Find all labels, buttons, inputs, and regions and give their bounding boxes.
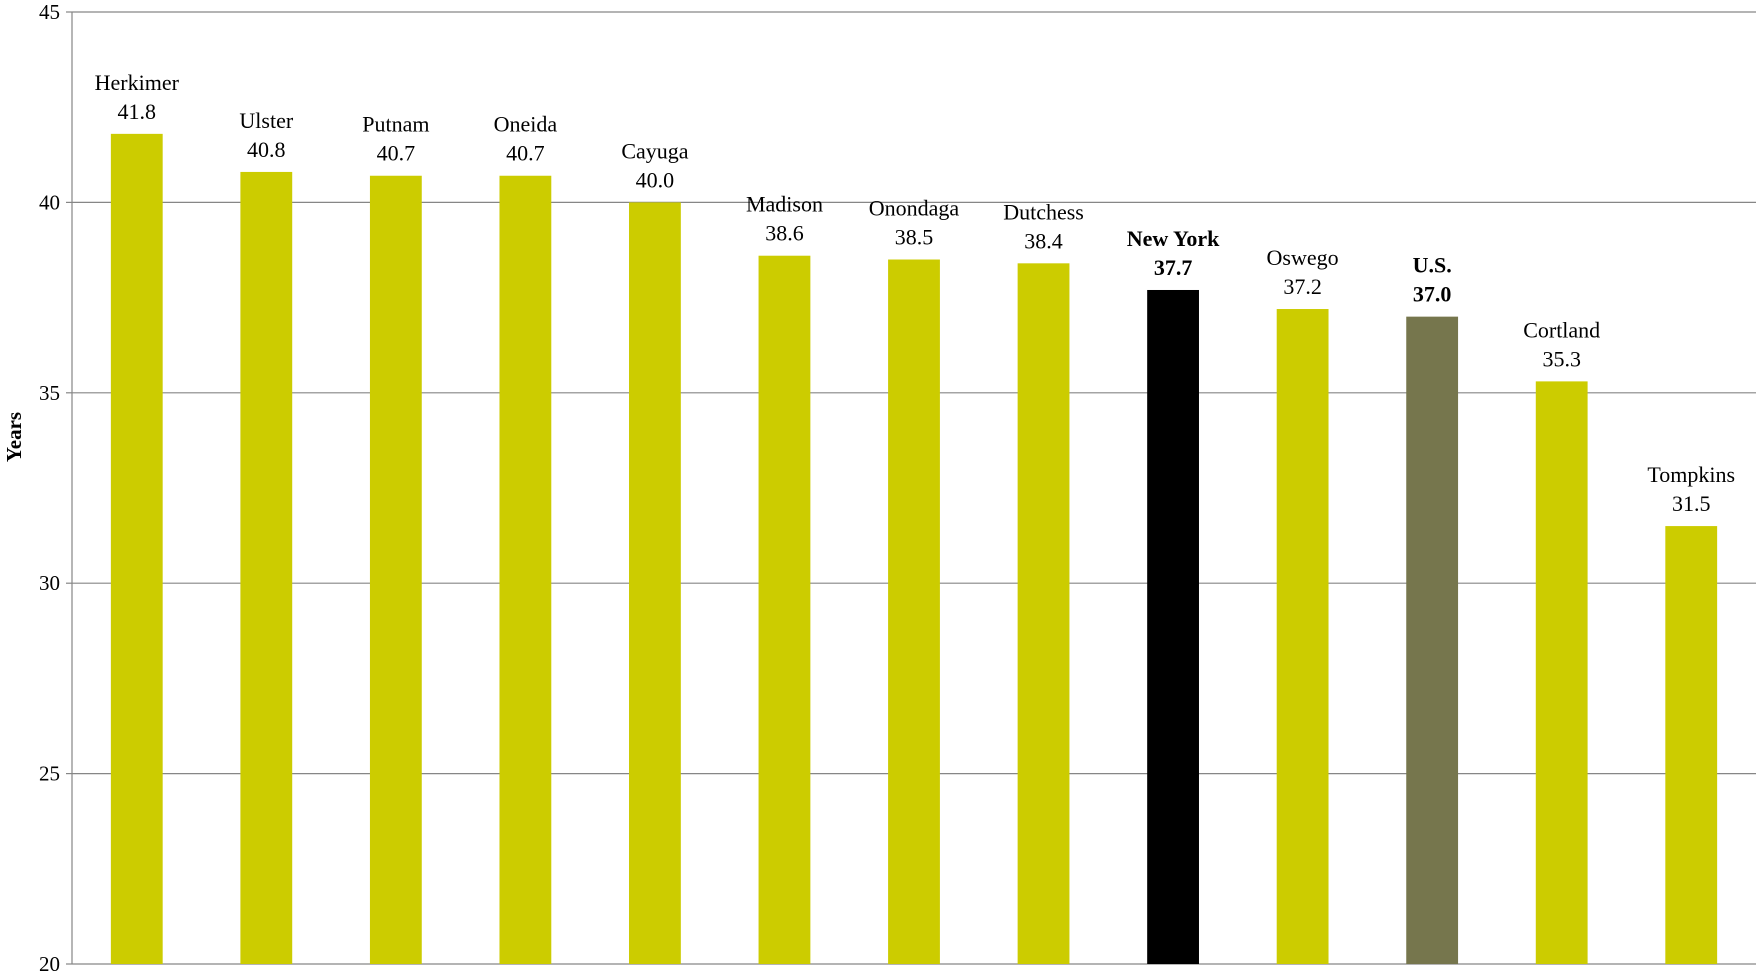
y-tick-label: 20 xyxy=(39,952,60,976)
bar-value-label: 40.0 xyxy=(636,167,675,192)
bar xyxy=(1406,316,1459,964)
bar-category-label: Oswego xyxy=(1267,245,1339,270)
bar xyxy=(888,259,940,964)
bar xyxy=(629,202,681,964)
y-tick-label: 25 xyxy=(39,762,60,786)
bar xyxy=(499,175,552,964)
bar-value-label: 38.4 xyxy=(1024,228,1063,253)
bar xyxy=(1535,381,1588,965)
bar xyxy=(758,255,811,964)
bar xyxy=(1017,263,1070,964)
bar-category-label: Putnam xyxy=(362,112,429,137)
bar-value-label: 40.7 xyxy=(377,141,416,166)
bar-value-label: 40.7 xyxy=(506,141,545,166)
y-axis-label: Years xyxy=(2,412,26,462)
y-tick-label: 35 xyxy=(39,381,60,405)
bars xyxy=(110,133,1718,965)
bar-value-label: 35.3 xyxy=(1542,346,1581,371)
bar-category-label: U.S. xyxy=(1413,253,1452,278)
bar xyxy=(240,171,293,964)
bar-category-label: Cayuga xyxy=(621,138,688,163)
bar-category-label: Tompkins xyxy=(1647,462,1735,487)
bar-category-label: Ulster xyxy=(239,108,293,133)
bar-value-label: 37.0 xyxy=(1413,282,1452,307)
y-tick-label: 30 xyxy=(39,571,60,595)
bar xyxy=(110,133,163,964)
bar-category-label: Oneida xyxy=(494,112,558,137)
data-labels: Herkimer 41.8 Ulster 40.8 Putnam 40.7 Oneida 40… xyxy=(95,70,1735,516)
bar-value-label: 31.5 xyxy=(1672,491,1711,516)
bar xyxy=(1147,289,1199,964)
bar-value-label: 40.8 xyxy=(247,137,286,162)
bar-value-label: 38.5 xyxy=(895,225,934,250)
y-axis: 20 25 30 35 40 45 xyxy=(39,0,73,976)
bar-value-label: 38.6 xyxy=(765,221,804,246)
bar-category-label: Cortland xyxy=(1523,317,1600,342)
bar-value-label: 37.2 xyxy=(1283,274,1322,299)
bar-category-label: Dutchess xyxy=(1003,199,1084,224)
bar xyxy=(369,175,422,964)
bar-value-label: 37.7 xyxy=(1154,255,1193,280)
bar xyxy=(1665,526,1718,964)
y-tick-label: 45 xyxy=(39,0,60,24)
bar-category-label: Herkimer xyxy=(95,70,180,95)
bar-category-label: Madison xyxy=(746,192,823,217)
bar-category-label: Onondaga xyxy=(869,196,960,221)
bar-value-label: 41.8 xyxy=(118,99,157,124)
bar-category-label: New York xyxy=(1127,226,1220,251)
bar xyxy=(1276,309,1329,964)
y-tick-label: 40 xyxy=(39,190,60,214)
